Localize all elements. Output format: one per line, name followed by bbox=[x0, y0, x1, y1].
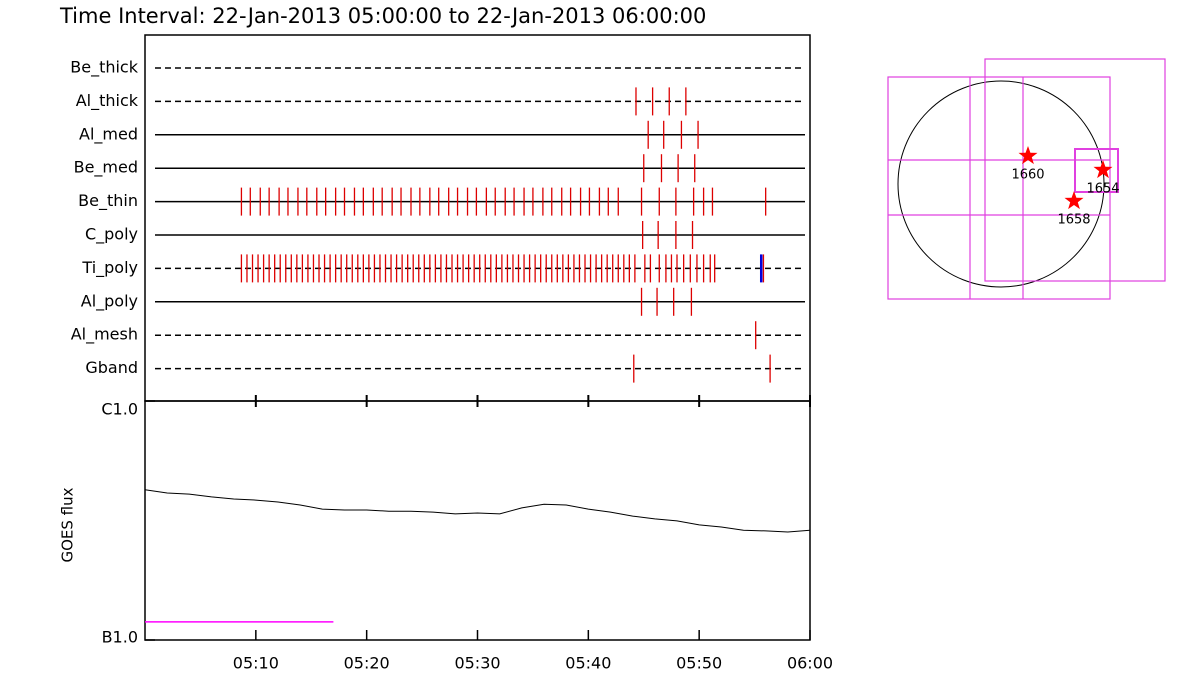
fov-box bbox=[984, 58, 1166, 282]
y-axis-label: GOES flux bbox=[59, 487, 77, 562]
chart-title: Time Interval: 22-Jan-2013 05:00:00 to 2… bbox=[59, 4, 706, 28]
row-label: Gband bbox=[85, 358, 138, 377]
fov-box bbox=[1074, 148, 1119, 193]
row-label: C_poly bbox=[85, 225, 138, 245]
region-label: 1658 bbox=[1057, 213, 1090, 228]
row-label: Al_med bbox=[79, 124, 138, 144]
y-tick-label: B1.0 bbox=[102, 628, 138, 647]
row-label: Al_thick bbox=[76, 91, 139, 111]
row-label: Be_thick bbox=[70, 58, 138, 78]
row-label: Ti_poly bbox=[81, 258, 138, 278]
row-label: Be_thin bbox=[78, 191, 138, 211]
y-tick-label: C1.0 bbox=[101, 400, 138, 419]
x-tick-label: 05:20 bbox=[344, 654, 390, 673]
x-tick-label: 05:50 bbox=[676, 654, 722, 673]
data-line bbox=[144, 489, 811, 533]
region-star bbox=[1064, 191, 1084, 210]
row-label: Be_med bbox=[74, 158, 138, 178]
x-tick-label: 05:30 bbox=[454, 654, 500, 673]
x-tick-label: 05:10 bbox=[233, 654, 279, 673]
region-star bbox=[1018, 146, 1038, 165]
row-label: Al_poly bbox=[81, 291, 138, 311]
region-label: 1660 bbox=[1011, 168, 1044, 183]
fov-box bbox=[887, 76, 1111, 300]
region-label: 1654 bbox=[1086, 182, 1119, 197]
goes-frame bbox=[144, 400, 811, 641]
timeline-frame bbox=[144, 34, 811, 402]
region-star bbox=[1093, 160, 1113, 179]
solar-disk bbox=[897, 80, 1105, 288]
sun-map bbox=[887, 58, 1166, 300]
row-label: Al_mesh bbox=[71, 325, 138, 345]
x-tick-label: 06:00 bbox=[787, 654, 833, 673]
x-tick-label: 05:40 bbox=[565, 654, 611, 673]
